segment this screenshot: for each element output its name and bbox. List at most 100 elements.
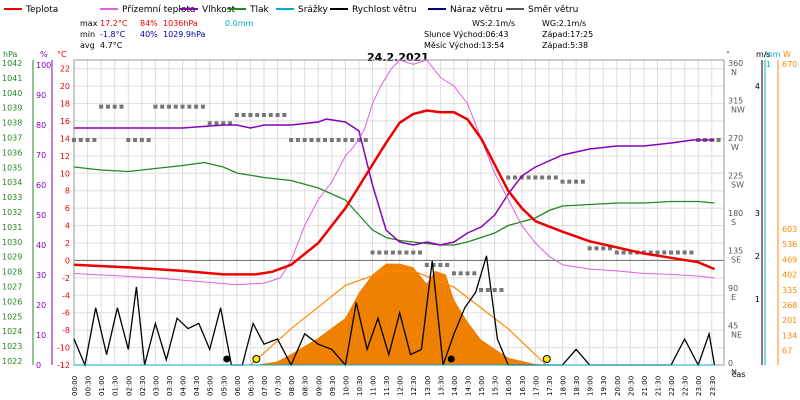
pressure-tick-label: 1024 [2,327,22,336]
time-tick-label: 05:00 [207,376,215,396]
wind-dir-compass-label: SW [731,181,744,190]
time-tick-label: 22:00 [668,376,676,396]
wind-direction-point [540,175,545,180]
solar-tick-label: 469 [782,255,797,264]
stat-min-hum: 40% [140,30,158,39]
legend-ground-label: Přízemní teplota [122,5,195,15]
header-ms: m/s [756,50,771,59]
time-tick-label: 22:30 [682,376,690,396]
time-tick-label: 11:00 [370,376,378,396]
wind-direction-point [200,104,205,109]
solar-tick-label: 603 [782,225,797,234]
stat-min-label: min [80,30,95,39]
legend-dir-label: Směr větru [528,5,578,15]
time-tick-label: 08:00 [288,376,296,396]
wind-direction-point [316,138,321,142]
time-tick-label: 14:30 [465,376,473,396]
wind-direction-point [716,138,721,142]
time-tick-label: 09:30 [329,376,337,396]
solar-tick-label: 67 [782,347,792,356]
wind-dir-compass-label: NW [731,106,745,115]
solar-tick-label: 402 [782,271,797,280]
info-sunset: Západ:17:25 [542,30,593,39]
info-moonset: Západ:5:38 [542,41,588,50]
wind-speed-tick-label: 2 [755,252,760,261]
wind-direction-point [112,104,117,109]
humidity-tick-label: 40 [36,241,46,250]
time-axis-label: čas [732,369,745,379]
temperature-tick-label: 14 [60,134,70,143]
stats-block: max 17.2°C 84% 1036hPa 0.0mm min -1.8°C … [80,19,254,50]
wind-direction-point [662,250,667,255]
header-degc: °C [57,50,67,59]
humidity-tick-label: 100 [36,61,51,70]
markers [223,355,551,363]
theoretical-solar-line [250,270,547,366]
wind-direction-point [492,288,497,292]
pressure-tick-label: 1025 [2,312,22,321]
temperature-tick-label: -10 [57,344,70,353]
wind-direction-point [506,175,511,180]
wind-direction-point [397,250,402,255]
time-tick-label: 00:00 [71,376,79,396]
axis-headers: hPa % °C ° m/s mm W [3,50,791,59]
legend-wind-label: Rychlost větru [352,5,417,15]
wind-direction-point [194,104,199,109]
wind-direction-point [119,104,124,109]
time-tick-label: 23:00 [695,376,703,396]
solar-tick-label: 201 [782,316,797,325]
time-tick-label: 20:00 [614,376,622,396]
wind-direction-point [574,179,579,184]
temperature-tick-label: -8 [62,326,70,335]
wind-direction-point [323,138,328,142]
time-tick-label: 18:00 [560,376,568,396]
pressure-tick-label: 1036 [2,148,22,157]
wind-direction-point [377,250,382,255]
time-tick-label: 02:00 [125,376,133,396]
wind-direction-point [465,271,470,276]
temperature-tick-label: 2 [65,239,70,248]
time-tick-label: 23:30 [709,376,717,396]
temperature-tick-label: -6 [62,309,70,318]
wind-direction-point [282,113,287,117]
moonrise-marker [447,355,455,363]
stat-avg-temp: 4.7°C [100,41,123,50]
stat-max-pres: 1036hPa [163,19,198,28]
time-tick-label: 19:00 [587,376,595,396]
wind-direction-point [146,138,151,142]
wind-direction-point [228,121,233,126]
wind-speed-tick-label: 4 [755,82,760,91]
pressure-tick-label: 1027 [2,283,22,292]
stat-min-pres: 1029.9hPa [163,30,206,39]
legend-teplota-label: Teplota [25,5,58,15]
temperature-tick-label: 8 [65,187,70,196]
temperature-tick-label: 6 [65,204,70,213]
time-tick-label: 15:00 [478,376,486,396]
wind-direction-point [451,271,456,276]
wind-dir-tick-label: 225 [728,172,743,181]
series-layer [72,59,721,368]
pressure-tick-label: 1033 [2,193,22,202]
info-wg: WG:2.1m/s [542,19,586,28]
temperature-tick-label: 20 [60,82,70,91]
time-tick-label: 20:30 [627,376,635,396]
wind-direction-point [567,179,572,184]
stat-avg-label: avg [80,41,95,50]
wind-dir-tick-label: 135 [728,247,743,256]
wind-direction-point [628,250,633,255]
wind-dir-compass-label: S [731,218,736,227]
wind-dir-compass-label: N [731,368,737,377]
legend-pres-label: Tlak [249,5,270,15]
series-teplota [73,109,715,276]
temperature-tick-label: -2 [62,274,70,283]
wind-direction-point [139,138,144,142]
wind-direction-point [438,263,443,267]
wind-dir-tick-label: 45 [728,322,738,331]
rain-tick-label: 1 [766,60,771,69]
wind-direction-point [78,138,83,142]
wind-dir-compass-label: NE [731,331,742,340]
wind-direction-point [601,246,606,251]
wind-direction-point [261,113,266,117]
wind-direction-point [479,288,484,292]
